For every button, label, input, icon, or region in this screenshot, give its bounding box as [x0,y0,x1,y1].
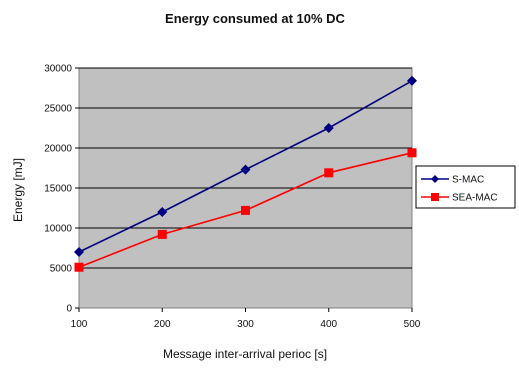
data-point [323,123,334,133]
data-point [240,164,251,175]
data-point [407,75,417,86]
x-tick-label: 400 [320,319,337,330]
y-tick-label: 10000 [44,224,72,235]
y-tick-label: 0 [66,304,72,315]
y-tick-label: 5000 [50,264,73,275]
x-tick-label: 200 [154,319,171,330]
data-point [407,148,417,158]
x-tick-label: 100 [71,319,88,330]
data-point [157,207,168,217]
data-point [157,229,167,239]
legend: S-MAC SEA-MAC [415,165,516,209]
y-tick-label: 25000 [44,104,72,115]
y-axis-label: Energy [mJ] [11,158,25,222]
x-axis-ticks: 100 200 300 400 500 [71,308,421,330]
legend-marker [431,175,439,183]
x-axis-label: Message inter-arrival perioc [s] [163,347,327,361]
chart-title: Energy consumed at 10% DC [165,11,345,26]
y-axis-ticks: 0 5000 10000 15000 20000 25000 30000 [44,64,79,315]
data-point [241,205,250,215]
legend-marker [431,193,439,201]
series-markers [74,75,417,272]
legend-items: S-MAC SEA-MAC [421,175,498,204]
data-point [324,168,334,178]
y-tick-label: 20000 [44,144,72,155]
legend-label: S-MAC [452,175,484,186]
x-tick-label: 300 [237,319,254,330]
data-point [74,247,84,257]
legend-box [415,165,516,209]
y-tick-label: 30000 [44,64,72,75]
data-point [74,262,84,272]
grid-lines [79,67,412,269]
x-tick-label: 500 [404,319,421,330]
legend-label: SEA-MAC [452,193,498,204]
y-tick-label: 15000 [44,184,72,195]
